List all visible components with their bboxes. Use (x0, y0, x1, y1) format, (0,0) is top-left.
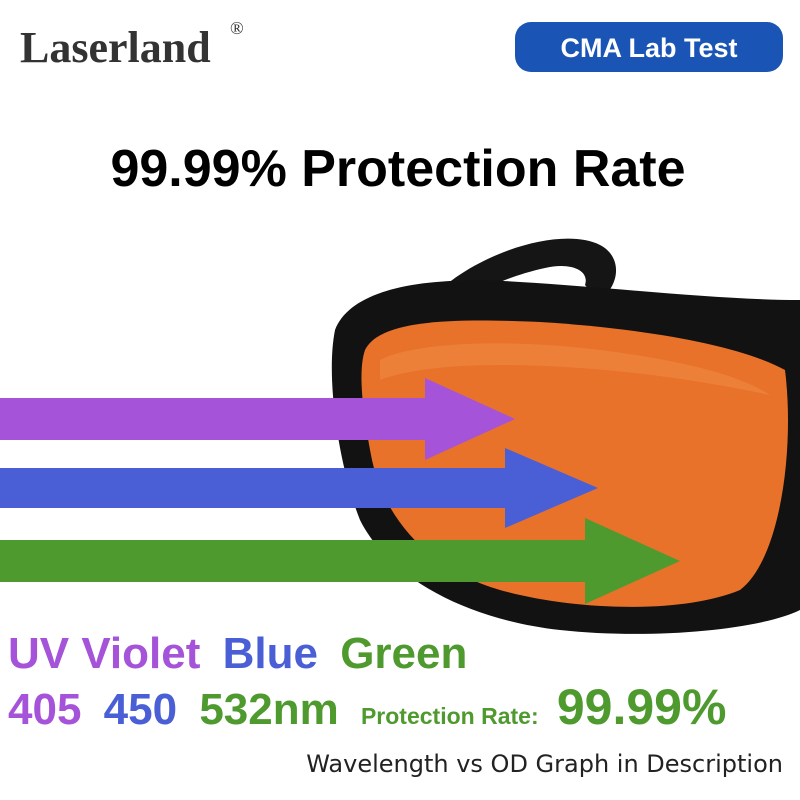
wavelength-405: 405 (8, 685, 81, 734)
protection-value: 99.99% (557, 679, 727, 735)
violet-arrow (0, 378, 515, 460)
uv-violet: UV Violet (8, 629, 201, 678)
blue: Blue (223, 629, 318, 678)
registered-mark: ® (230, 18, 244, 38)
green-arrow (0, 518, 680, 604)
color-names: UV Violet Blue Green (8, 629, 467, 678)
wavelength-450: 450 (104, 685, 177, 734)
headline: 99.99% Protection Rate (110, 140, 685, 198)
blue-arrow (0, 448, 598, 528)
footer-note: Wavelength vs OD Graph in Description (306, 750, 783, 778)
badge: CMA Lab Test (560, 33, 737, 63)
wavelength-532: 532nm (199, 685, 338, 734)
green: Green (340, 629, 467, 678)
logo: Laserland (20, 23, 211, 72)
protection-label: Protection Rate: (361, 703, 539, 729)
wavelength-line: 405 450 532nm Protection Rate: 99.99% (8, 679, 726, 735)
badge-bg (515, 22, 783, 72)
